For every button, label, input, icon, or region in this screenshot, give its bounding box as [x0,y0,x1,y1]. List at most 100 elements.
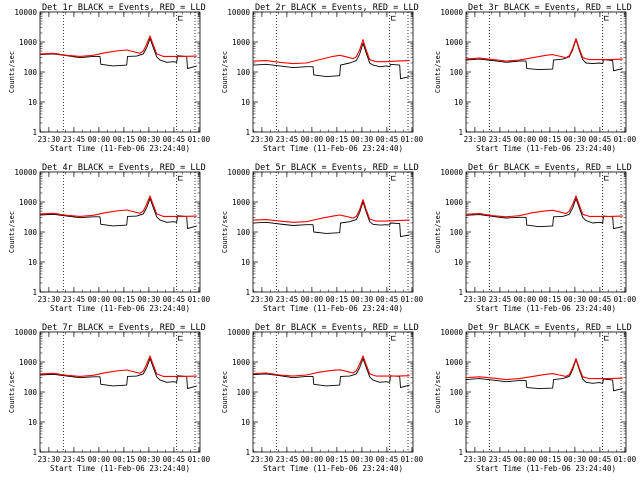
x-tick-label: 01:00 [614,135,637,144]
x-tick-label: 00:00 [514,135,537,144]
events-series-line [39,358,197,390]
y-axis-label: Counts/sec [221,211,229,253]
x-tick-label: 00:15 [539,295,562,304]
y-tick-label: 1 [245,128,250,137]
plot-frame [39,11,201,133]
x-tick-label: 00:30 [351,295,374,304]
panel-title: Det 6r BLACK = Events, RED = LLD [468,163,632,173]
panel-title: Det 5r BLACK = Events, RED = LLD [255,163,419,173]
x-tick-label: 23:45 [63,295,86,304]
x-tick-label: 00:15 [113,295,136,304]
x-axis-label: Start Time (11-Feb-06 23:24:40) [263,304,403,313]
x-tick-label: 23:30 [464,295,487,304]
x-tick-label: 00:00 [301,455,324,464]
x-tick-label: 00:30 [138,135,161,144]
x-tick-label: 23:30 [251,295,274,304]
x-tick-label: 01:00 [188,135,211,144]
x-tick-label: 01:00 [614,455,637,464]
y-tick-label: 1000 [445,198,464,207]
x-axis-label: Start Time (11-Feb-06 23:24:40) [476,144,616,153]
detector-panel-9: Det 9r BLACK = Events, RED = LLD 1 10 100 10… [434,323,637,473]
events-series-line [39,198,197,230]
interval-marker-annotation: ⊏ [178,174,183,184]
x-tick-label: 00:30 [138,295,161,304]
x-tick-label: 00:00 [301,135,324,144]
x-tick-label: 00:45 [589,295,612,304]
x-axis-label: Start Time (11-Feb-06 23:24:40) [50,144,190,153]
x-tick-label: 00:15 [539,135,562,144]
lld-series-line [252,355,410,377]
x-tick-label: 00:00 [301,295,324,304]
x-axis-label: Start Time (11-Feb-06 23:24:40) [50,464,190,473]
x-axis-label: Start Time (11-Feb-06 23:24:40) [263,464,403,473]
events-series-line [252,42,410,80]
x-tick-label: 00:00 [514,455,537,464]
x-tick-label: 00:15 [326,135,349,144]
y-axis-label: Counts/sec [434,371,442,413]
detector-panel-6: Det 6r BLACK = Events, RED = LLD 1 10 100 10… [434,163,637,313]
x-tick-label: 23:30 [464,135,487,144]
y-tick-label: 1000 [445,358,464,367]
panel-title: Det 1r BLACK = Events, RED = LLD [42,3,206,13]
x-tick-label: 23:30 [251,455,274,464]
x-tick-label: 23:45 [489,135,512,144]
y-tick-label: 1 [32,448,37,457]
y-tick-label: 1000 [232,38,251,47]
interval-marker-annotation: ⊏ [604,334,609,344]
y-tick-label: 100 [236,68,250,77]
y-tick-label: 1 [245,288,250,297]
x-axis-label: Start Time (11-Feb-06 23:24:40) [263,144,403,153]
y-tick-label: 10 [241,418,251,427]
y-tick-label: 10000 [440,8,463,17]
x-tick-label: 23:30 [38,295,61,304]
x-tick-label: 00:45 [376,455,399,464]
plot-frame [465,11,627,133]
plot-frame [252,331,414,453]
panel-title: Det 3r BLACK = Events, RED = LLD [468,3,632,13]
y-tick-label: 1000 [445,38,464,47]
x-tick-label: 23:45 [63,135,86,144]
x-tick-label: 00:00 [514,295,537,304]
x-tick-label: 01:00 [401,295,424,304]
x-tick-label: 23:30 [38,455,61,464]
detector-panel-1: Det 1r BLACK = Events, RED = LLD 1 10 100 10… [8,3,211,153]
x-tick-label: 01:00 [614,295,637,304]
plot-frame [465,171,627,293]
events-series-line [252,358,410,389]
y-tick-label: 1 [458,448,463,457]
y-axis-label: Counts/sec [221,51,229,93]
y-tick-label: 1 [458,288,463,297]
interval-marker-annotation: ⊏ [178,14,183,24]
y-axis-label: Counts/sec [8,371,16,413]
lld-series-line [39,355,197,377]
x-tick-label: 00:00 [88,455,111,464]
y-tick-label: 10000 [227,168,250,177]
x-tick-label: 00:45 [163,295,186,304]
x-tick-label: 23:45 [489,455,512,464]
x-tick-label: 23:45 [276,455,299,464]
y-tick-label: 1 [458,128,463,137]
events-series-line [465,359,623,392]
y-tick-label: 100 [236,388,250,397]
x-tick-label: 00:30 [564,135,587,144]
y-tick-label: 10 [454,258,464,267]
x-axis-label: Start Time (11-Feb-06 23:24:40) [476,464,616,473]
events-series-line [465,39,623,72]
detector-panel-7: Det 7r BLACK = Events, RED = LLD 1 10 100 10… [8,323,211,473]
y-tick-label: 1 [245,448,250,457]
plot-frame [252,11,414,133]
x-tick-label: 00:45 [163,135,186,144]
y-tick-label: 10 [454,98,464,107]
lld-series-line [465,195,623,218]
lld-series-line [465,38,623,62]
y-tick-label: 1000 [232,198,251,207]
x-tick-label: 00:15 [113,455,136,464]
detector-panel-5: Det 5r BLACK = Events, RED = LLD 1 10 100 10… [221,163,424,313]
panel-title: Det 7r BLACK = Events, RED = LLD [42,323,206,333]
y-tick-label: 100 [236,228,250,237]
x-tick-label: 00:15 [113,135,136,144]
x-tick-label: 00:30 [351,455,374,464]
panel-title: Det 4r BLACK = Events, RED = LLD [42,163,206,173]
x-tick-label: 23:30 [38,135,61,144]
